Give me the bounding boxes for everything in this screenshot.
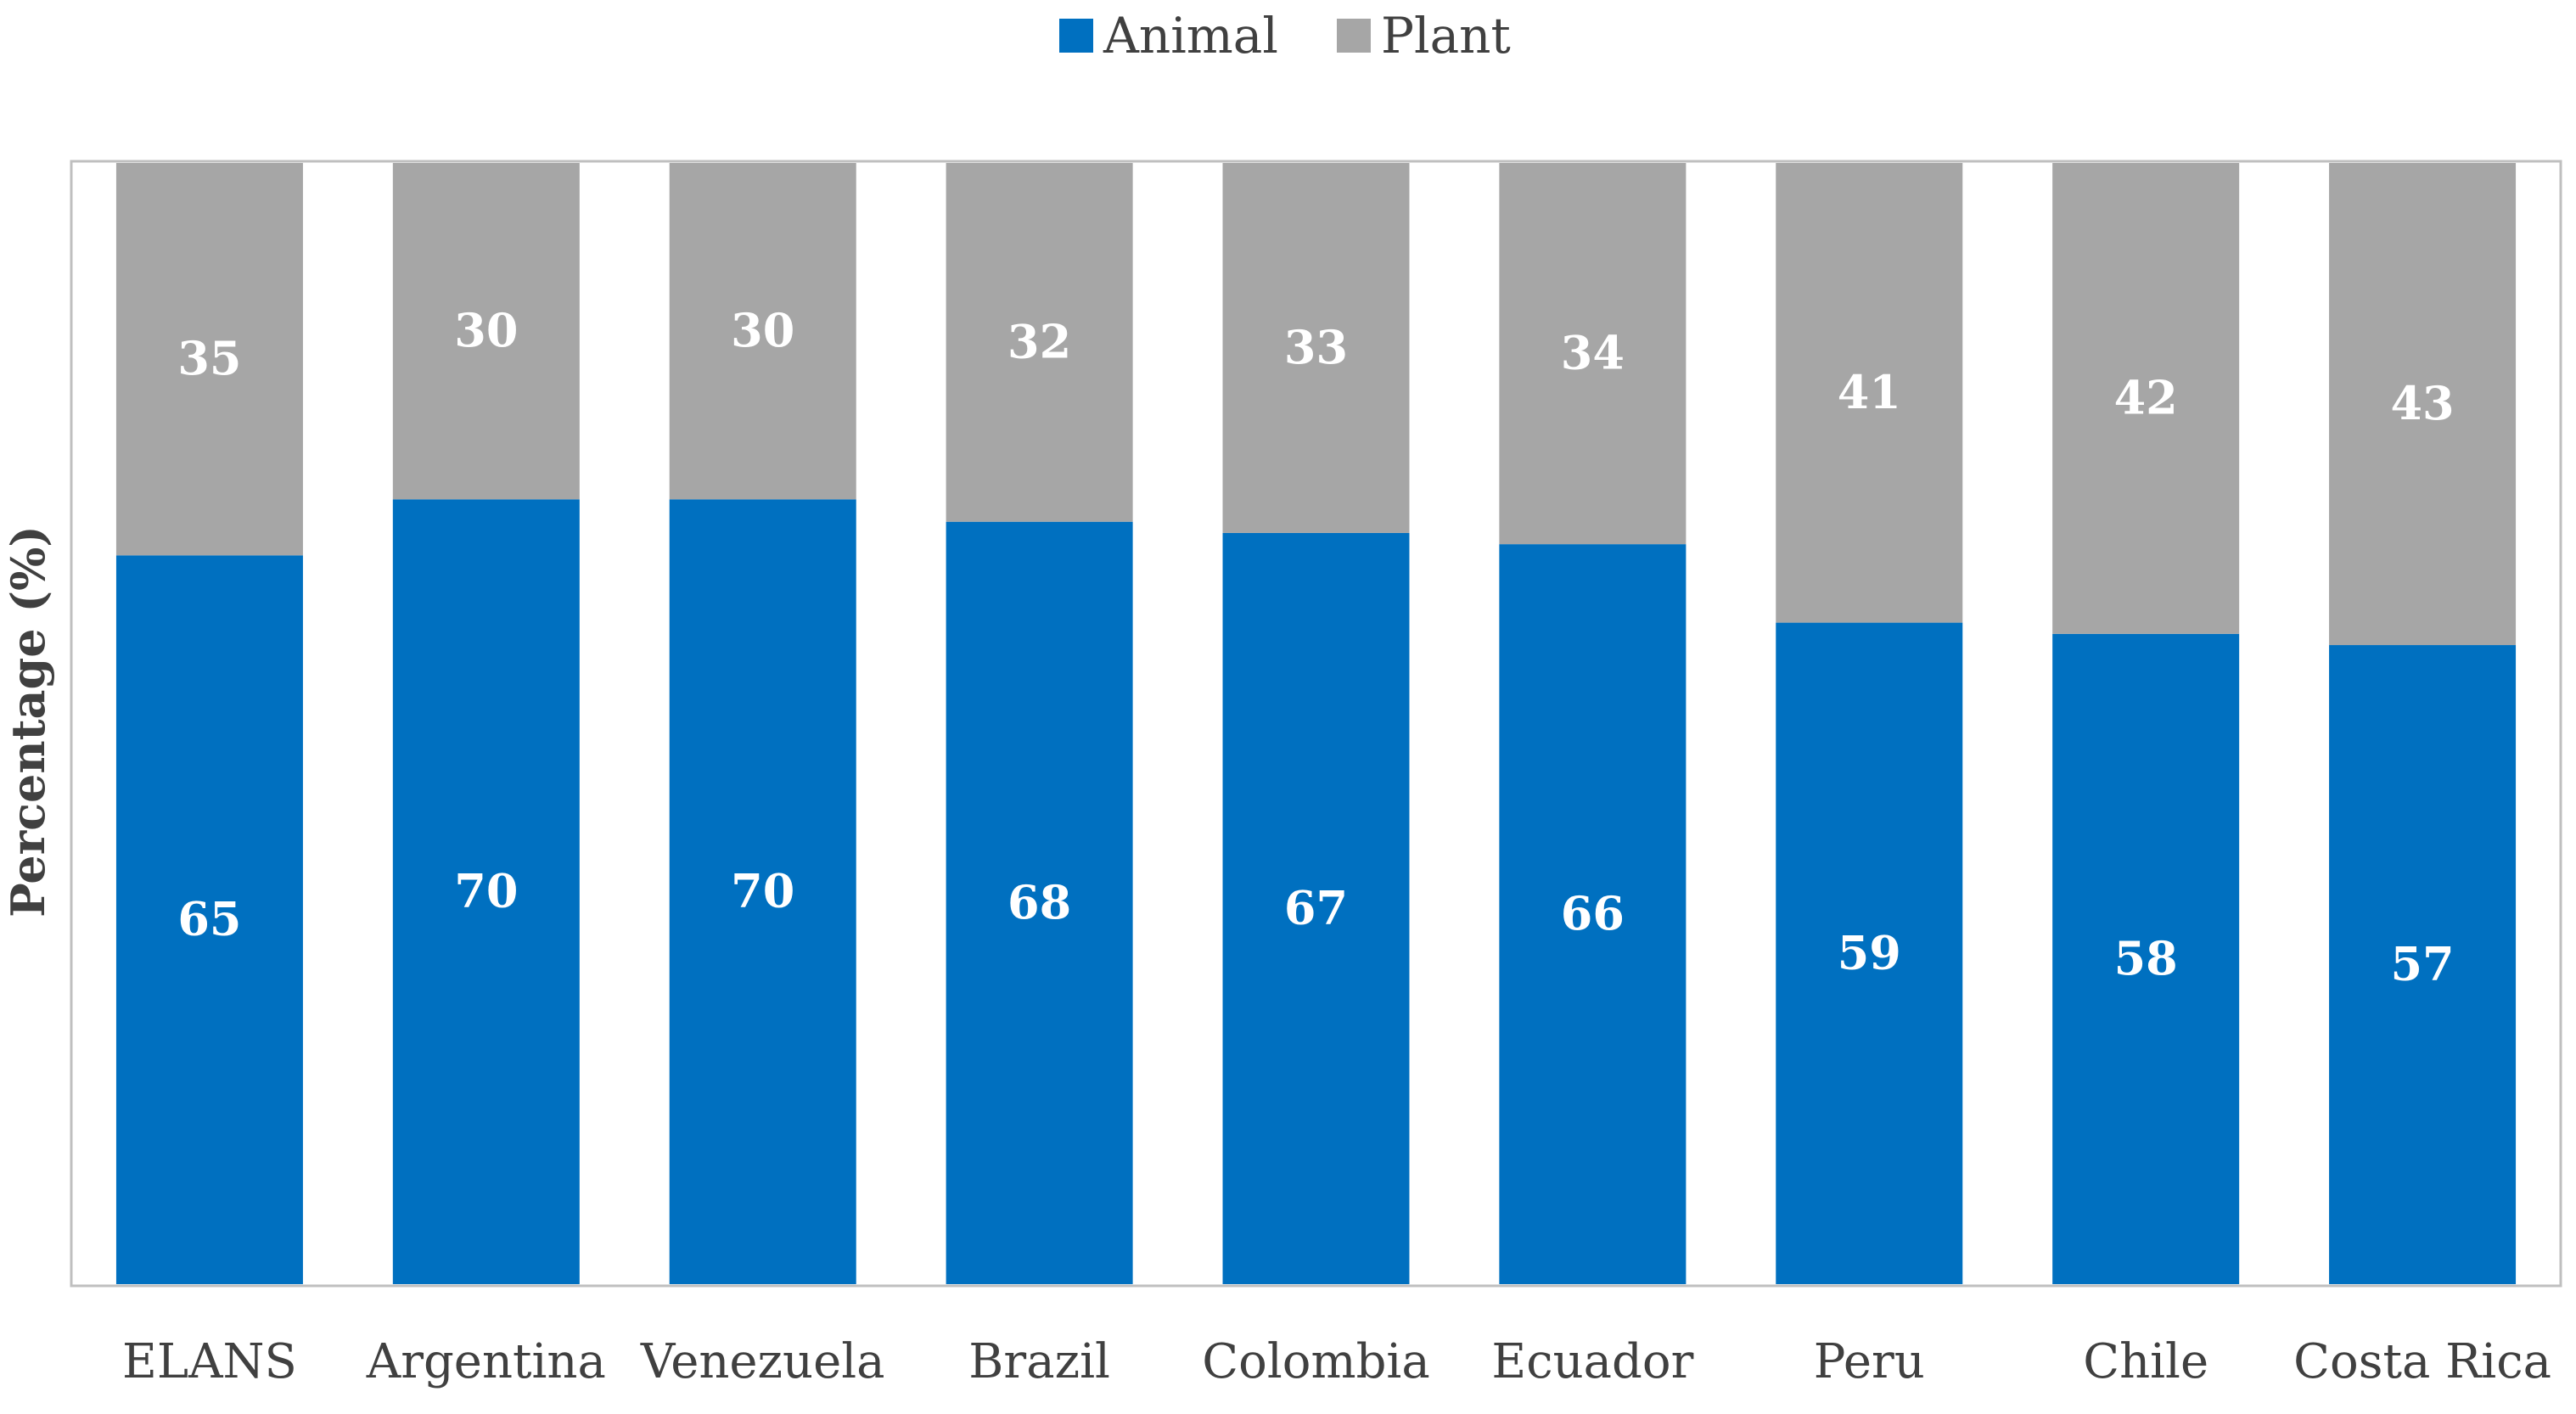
x-tick-label-argentina: Argentina: [366, 1334, 606, 1389]
bar-animal-colombia: [1222, 532, 1410, 1284]
legend: Animal Plant: [1059, 7, 1511, 65]
x-tick-label-elans: ELANS: [122, 1334, 297, 1389]
bar-plant-ecuador: [1499, 163, 1686, 545]
bar-plant-colombia: [1222, 163, 1410, 533]
data-label-animal-ecuador: 66: [1561, 886, 1625, 940]
data-label-animal-costa-rica: 57: [2390, 937, 2454, 991]
bar-plant-argentina: [392, 163, 580, 500]
x-tick-label-peru: Peru: [1814, 1334, 1925, 1389]
bar-plant-venezuela: [669, 163, 856, 500]
data-label-animal-colombia: 67: [1284, 880, 1348, 934]
legend-swatch-plant: [1337, 19, 1371, 53]
x-tick-label-ecuador: Ecuador: [1491, 1334, 1693, 1389]
bar-animal-costa-rica: [2329, 645, 2517, 1284]
data-label-animal-peru: 59: [1838, 925, 1901, 979]
bar-animal-elans: [115, 555, 303, 1284]
data-label-plant-elans: 35: [177, 331, 241, 385]
legend-swatch-animal: [1059, 19, 1093, 53]
legend-label-plant: Plant: [1381, 7, 1511, 65]
bar-animal-argentina: [392, 499, 580, 1284]
bar-animal-brazil: [946, 521, 1133, 1284]
x-tick-label-colombia: Colombia: [1202, 1334, 1429, 1389]
data-label-plant-ecuador: 34: [1561, 326, 1625, 380]
bar-animal-chile: [2052, 633, 2240, 1284]
data-label-plant-brazil: 32: [1007, 314, 1071, 368]
bar-animal-venezuela: [669, 499, 856, 1284]
bars: 65 35 70 30 70 30 68 32 67 33 66 34 59 41 58 42 57 43: [115, 163, 2517, 1284]
data-label-plant-argentina: 30: [454, 303, 518, 357]
bar-plant-brazil: [946, 163, 1133, 522]
y-axis-label: Percentage (%): [1, 525, 55, 917]
data-label-animal-argentina: 70: [454, 864, 518, 918]
x-tick-label-costa-rica: Costa Rica: [2293, 1334, 2551, 1389]
data-label-plant-colombia: 33: [1284, 320, 1348, 374]
data-label-animal-chile: 58: [2114, 931, 2178, 985]
bar-animal-ecuador: [1499, 544, 1686, 1284]
x-tick-label-chile: Chile: [2083, 1334, 2208, 1389]
plot-area: [70, 160, 2562, 1288]
data-label-plant-venezuela: 30: [731, 303, 794, 357]
bar-plant-costa-rica: [2329, 163, 2517, 646]
bar-plant-chile: [2052, 163, 2240, 634]
x-tick-label-brazil: Brazil: [968, 1334, 1110, 1389]
data-label-animal-brazil: 68: [1007, 875, 1071, 929]
data-label-animal-elans: 65: [177, 892, 241, 946]
bar-plant-peru: [1776, 163, 1963, 623]
x-axis-ticks: ELANS Argentina Venezuela Brazil Colombia Ecu…: [122, 1334, 2551, 1389]
bar-animal-peru: [1776, 622, 1963, 1284]
legend-label-animal: Animal: [1103, 7, 1278, 65]
data-label-plant-chile: 42: [2114, 370, 2178, 424]
bar-plant-elans: [115, 163, 303, 556]
x-tick-label-venezuela: Venezuela: [640, 1334, 885, 1389]
data-label-plant-costa-rica: 43: [2390, 376, 2454, 430]
data-label-animal-venezuela: 70: [731, 864, 794, 918]
data-label-plant-peru: 41: [1838, 365, 1901, 419]
